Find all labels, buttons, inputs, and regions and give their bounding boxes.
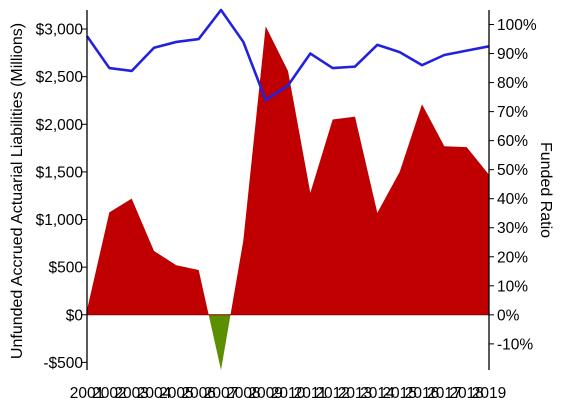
left-tick-label: $1,500 — [36, 164, 84, 181]
x-tick-label: 2003 — [114, 385, 148, 402]
left-tick-label: -$500 — [43, 355, 83, 372]
x-tick-label: 2002 — [92, 385, 126, 402]
left-axis-ticks: -$500 $0 $500 $1,000 $1,500 $2,000 $2,500 $3,00… — [36, 22, 87, 372]
left-tick-label: $2,500 — [36, 69, 84, 86]
right-tick-label: 50% — [497, 162, 528, 179]
right-tick-label: 70% — [497, 104, 528, 121]
right-tick-label: 0% — [497, 307, 520, 324]
x-tick-label: 2009 — [248, 385, 282, 402]
left-tick-label: $0 — [66, 307, 84, 324]
right-tick-label: 40% — [497, 191, 528, 208]
x-tick-label: 2008 — [226, 385, 260, 402]
left-axis-title: Unfunded Accrued Actuarial Liabilities (… — [9, 23, 26, 359]
x-tick-label: 2005 — [159, 385, 193, 402]
x-tick-label: 2010 — [271, 385, 306, 402]
left-tick-label: $3,000 — [36, 22, 84, 39]
x-tick-label: 2014 — [360, 385, 395, 402]
x-tick-label: 2018 — [449, 385, 483, 402]
unfunded-liability-area-group — [87, 26, 489, 370]
right-tick-label: 10% — [497, 278, 528, 295]
right-tick-label: 100% — [497, 17, 537, 34]
right-tick-label: 20% — [497, 249, 528, 266]
funded-ratio-line — [85, 8, 490, 102]
right-tick-label: 60% — [497, 133, 528, 150]
right-axis-title: Funded Ratio — [537, 142, 554, 238]
left-tick-label: $2,000 — [36, 117, 84, 134]
right-tick-label: 30% — [497, 220, 528, 237]
x-tick-label: 2004 — [137, 385, 172, 402]
x-tick-label: 2016 — [405, 385, 439, 402]
x-tick-label: 2015 — [382, 385, 416, 402]
left-tick-label: $1,000 — [36, 212, 84, 229]
funded-ratio-line-group — [85, 8, 490, 102]
x-axis-ticks: 2001200220032004200520062007200820092010… — [70, 385, 506, 402]
x-tick-label: 2007 — [204, 385, 238, 402]
x-tick-label: 2017 — [427, 385, 461, 402]
x-tick-label: 2019 — [472, 385, 506, 402]
liability-area-positive-2 — [230, 26, 489, 315]
right-tick-label: 80% — [497, 75, 528, 92]
right-tick-label: 90% — [497, 46, 528, 63]
axes-group — [86, 10, 490, 370]
x-tick-label: 2013 — [338, 385, 372, 402]
right-axis-ticks: -10% 0% 10% 20% 30% 40% 50% 60% 70% 80% 90% 100% — [489, 17, 537, 353]
right-tick-label: -10% — [497, 336, 533, 353]
liability-area-negative-1 — [208, 314, 231, 370]
left-tick-label: $500 — [49, 260, 84, 277]
x-tick-label: 2011 — [294, 385, 327, 402]
x-tick-label: 2006 — [181, 385, 215, 402]
x-tick-label: 2012 — [315, 385, 349, 402]
x-tick-label: 2001 — [70, 385, 104, 402]
liability-area-positive-0 — [87, 198, 209, 315]
